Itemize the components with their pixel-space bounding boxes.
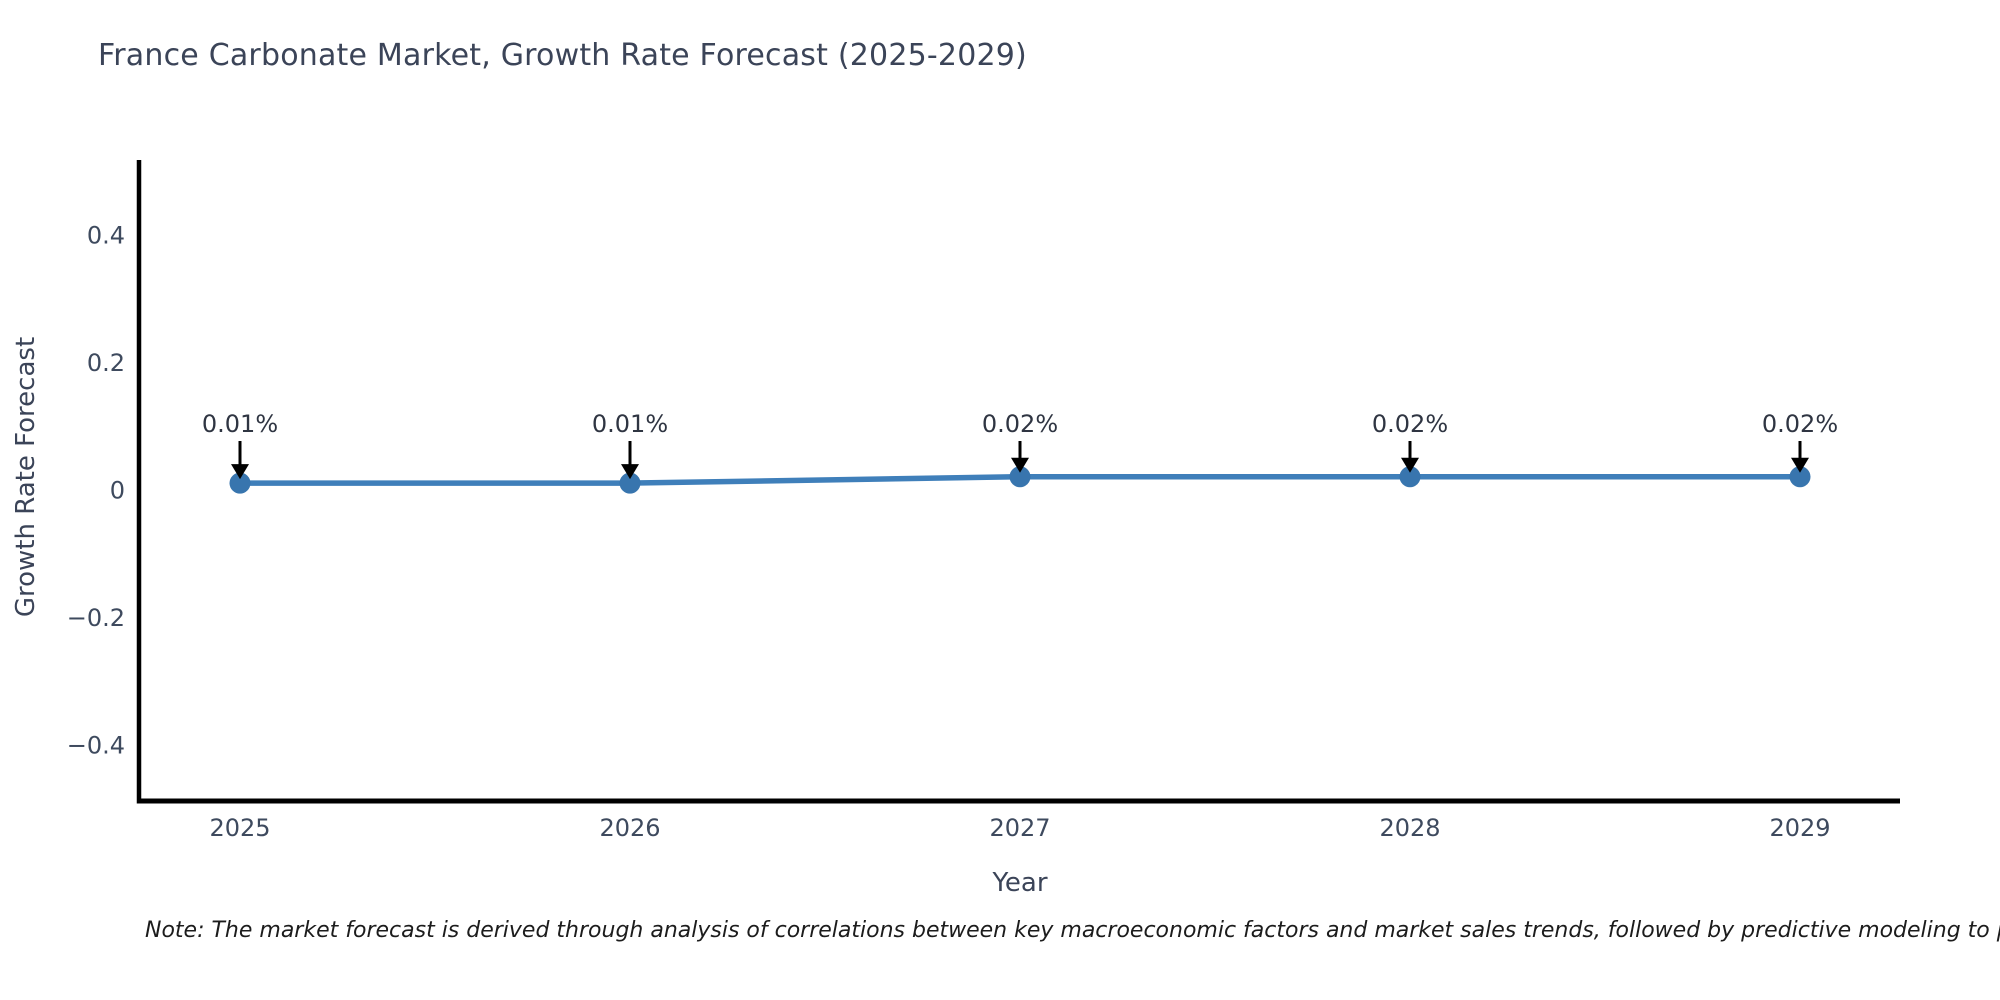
- data-point: [1009, 466, 1031, 488]
- annotation-arrow-head: [1011, 457, 1029, 473]
- annotation-arrow-head: [231, 464, 249, 480]
- x-axis-title: Year: [992, 868, 1048, 898]
- page-title: France Carbonate Market, Growth Rate For…: [98, 38, 1027, 73]
- x-tick-label: 2028: [1379, 814, 1440, 842]
- x-tick-label: 2026: [599, 814, 660, 842]
- y-tick-label: −0.4: [67, 732, 125, 760]
- annotation-label: 0.01%: [592, 410, 668, 438]
- x-tick-label: 2027: [989, 814, 1050, 842]
- y-tick-label: 0.4: [87, 222, 125, 250]
- x-tick-label: 2025: [209, 814, 270, 842]
- y-tick-label: −0.2: [67, 604, 125, 632]
- data-point: [1789, 466, 1811, 488]
- annotation-arrow-head: [621, 464, 639, 480]
- y-tick-label: 0.2: [87, 349, 125, 377]
- y-tick-label: 0: [110, 477, 125, 505]
- x-tick-label: 2029: [1769, 814, 1830, 842]
- annotation-label: 0.01%: [202, 410, 278, 438]
- data-point: [1399, 466, 1421, 488]
- y-axis-title: Growth Rate Forecast: [11, 336, 41, 618]
- annotation-label: 0.02%: [1372, 410, 1448, 438]
- footnote: Note: The market forecast is derived thr…: [145, 918, 2000, 943]
- data-point: [229, 472, 251, 494]
- annotation-label: 0.02%: [982, 410, 1058, 438]
- annotation-arrow-head: [1791, 457, 1809, 473]
- annotation-label: 0.02%: [1762, 410, 1838, 438]
- data-point: [619, 472, 641, 494]
- annotation-arrow-head: [1401, 457, 1419, 473]
